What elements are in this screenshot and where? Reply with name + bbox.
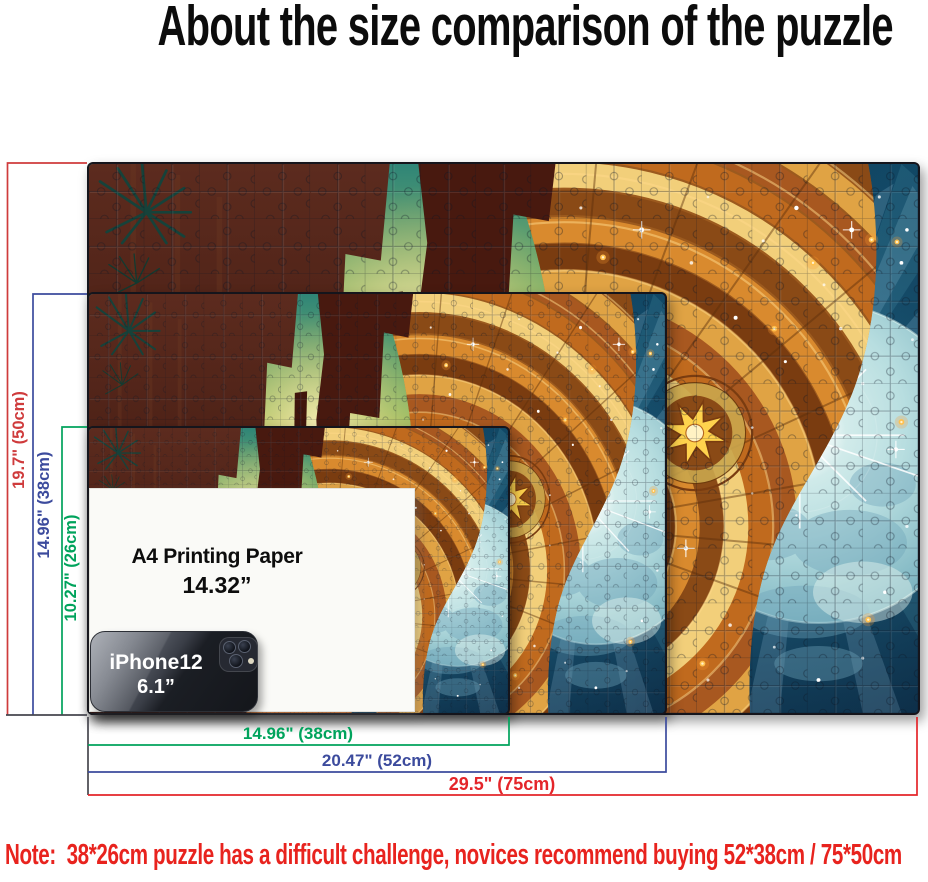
dimension-label-width-52cm: 20.47" (52cm) [322, 751, 432, 770]
dimension-line-height-38cm [32, 293, 87, 715]
dimension-line-width-38cm [88, 717, 510, 746]
camera-lens-icon [238, 640, 251, 653]
page-title: About the size comparison of the puzzle [0, 0, 928, 59]
a4-paper-diagonal: 14.32” [182, 572, 252, 598]
phone-label: iPhone12 6.1” [91, 651, 221, 699]
dimension-label-height-26cm: 10.27" (26cm) [62, 515, 80, 622]
dimension-label-width-38cm: 14.96" (38cm) [243, 724, 353, 743]
camera-lens-icon [223, 641, 236, 654]
dimension-label-width-75cm: 29.5" (75cm) [449, 774, 556, 794]
dimension-label-height-38cm: 14.96" (38cm) [35, 452, 53, 559]
dimension-line-height-50cm [6, 162, 87, 715]
dimension-label-height-50cm: 19.7" (50cm) [10, 391, 28, 489]
phone-camera-module [219, 637, 258, 672]
iphone: iPhone12 6.1” [90, 631, 258, 712]
dimension-line-height-26cm [61, 426, 87, 715]
a4-paper-title: A4 Printing Paper [131, 545, 303, 568]
phone-size: 6.1” [137, 676, 175, 698]
camera-lens-icon [229, 654, 243, 668]
dimension-line-width-52cm [88, 717, 667, 773]
a4-paper-label: A4 Printing Paper 14.32” [90, 545, 344, 599]
dimension-line-width-75cm [88, 717, 918, 796]
phone-name: iPhone12 [109, 651, 203, 674]
camera-flash-icon [248, 658, 254, 664]
note-text: Note: 38*26cm puzzle has a difficult cha… [5, 839, 902, 871]
page-title-text: About the size comparison of the puzzle [157, 0, 894, 58]
